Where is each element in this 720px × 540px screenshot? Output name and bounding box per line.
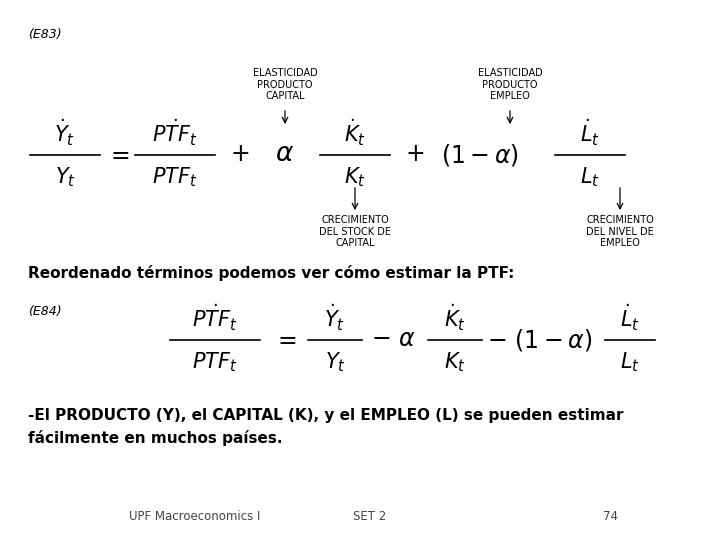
Text: SET 2: SET 2	[354, 510, 387, 523]
Text: CRECIMIENTO
DEL NIVEL DE
EMPLEO: CRECIMIENTO DEL NIVEL DE EMPLEO	[586, 215, 654, 248]
Text: (E84): (E84)	[28, 305, 62, 318]
Text: $\dot{L}_t$: $\dot{L}_t$	[620, 303, 640, 333]
Text: -El PRODUCTO (Y), el CAPITAL (K), y el EMPLEO (L) se pueden estimar: -El PRODUCTO (Y), el CAPITAL (K), y el E…	[28, 408, 624, 423]
Text: $\dot{L}_t$: $\dot{L}_t$	[580, 118, 600, 148]
Text: $Y_t$: $Y_t$	[55, 165, 76, 189]
Text: $+$: $+$	[230, 144, 250, 166]
Text: $-\ \alpha$: $-\ \alpha$	[371, 329, 415, 350]
Text: $=$: $=$	[106, 144, 130, 166]
Text: $(1-\alpha)$: $(1-\alpha)$	[441, 142, 519, 168]
Text: $\dot{Y}_t$: $\dot{Y}_t$	[325, 303, 346, 333]
Text: Reordenado términos podemos ver cómo estimar la PTF:: Reordenado términos podemos ver cómo est…	[28, 265, 514, 281]
Text: fácilmente en muchos países.: fácilmente en muchos países.	[28, 430, 282, 446]
Text: $PTF_t$: $PTF_t$	[152, 165, 198, 189]
Text: $PTF_t$: $PTF_t$	[192, 350, 238, 374]
Text: $-\ (1-\alpha)$: $-\ (1-\alpha)$	[487, 327, 593, 353]
Text: (E83): (E83)	[28, 28, 62, 41]
Text: $K_t$: $K_t$	[444, 350, 466, 374]
Text: $K_t$: $K_t$	[344, 165, 366, 189]
Text: CRECIMIENTO
DEL STOCK DE
CAPITAL: CRECIMIENTO DEL STOCK DE CAPITAL	[319, 215, 391, 248]
Text: ELASTICIDAD
PRODUCTO
CAPITAL: ELASTICIDAD PRODUCTO CAPITAL	[253, 68, 318, 101]
Text: $L_t$: $L_t$	[620, 350, 640, 374]
Text: ELASTICIDAD
PRODUCTO
EMPLEO: ELASTICIDAD PRODUCTO EMPLEO	[477, 68, 542, 101]
Text: $Y_t$: $Y_t$	[325, 350, 346, 374]
Text: $\dot{PTF}_t$: $\dot{PTF}_t$	[192, 303, 238, 333]
Text: $\alpha$: $\alpha$	[276, 143, 294, 167]
Text: $L_t$: $L_t$	[580, 165, 600, 189]
Text: $\dot{K}_t$: $\dot{K}_t$	[344, 118, 366, 148]
Text: $\dot{Y}_t$: $\dot{Y}_t$	[55, 118, 76, 148]
Text: $\dot{K}_t$: $\dot{K}_t$	[444, 303, 466, 333]
Text: $\dot{PTF}_t$: $\dot{PTF}_t$	[152, 118, 198, 148]
Text: $+$: $+$	[405, 144, 425, 166]
Text: $=$: $=$	[273, 329, 297, 350]
Text: 74: 74	[603, 510, 618, 523]
Text: UPF Macroeconomics I: UPF Macroeconomics I	[130, 510, 261, 523]
